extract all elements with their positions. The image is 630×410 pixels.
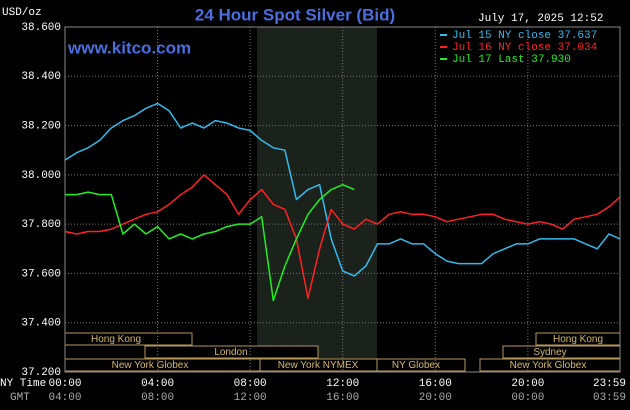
gmt-tick-label: 04:00: [48, 392, 81, 404]
series-line: [64, 102, 621, 277]
y-tick-label: 37.200: [21, 367, 61, 379]
watermark: www.kitco.com: [67, 38, 191, 57]
series-line: [65, 183, 355, 302]
y-tick-label: 38.400: [21, 71, 61, 83]
gmt-tick-label: 16:00: [326, 392, 359, 404]
y-axis-label: USD/oz: [2, 7, 42, 19]
gmt-tick-label: 08:00: [141, 392, 174, 404]
session-shade: [257, 27, 377, 372]
legend-label: Jul 17 Last 37.930: [452, 54, 571, 66]
x-tick-label: 16:00: [419, 378, 452, 390]
x-tick-label: 08:00: [234, 378, 267, 390]
sessions: Hong Kong London New York Globex New Yor…: [64, 332, 621, 372]
gmt-tick-label: 03:59: [593, 392, 626, 404]
session-label: New York Globex: [510, 360, 587, 371]
x-tick-label: 20:00: [511, 378, 544, 390]
gmt-row-label: GMT: [10, 392, 30, 404]
x-tick-label: 00:00: [48, 378, 81, 390]
gmt-tick-label: 12:00: [234, 392, 267, 404]
session-label: NY Globex: [392, 360, 440, 371]
session-label: Sydney: [533, 347, 566, 358]
chart-title: 24 Hour Spot Silver (Bid): [195, 5, 395, 24]
y-tick-label: 37.400: [21, 318, 61, 330]
session-label: New York NYMEX: [278, 360, 359, 371]
x-tick-label: 23:59: [593, 378, 626, 390]
gmt-tick-label: 00:00: [511, 392, 544, 404]
y-tick-label: 38.200: [21, 120, 61, 132]
timestamp: July 17, 2025 12:52: [478, 13, 603, 25]
session-label: Hong Kong: [91, 334, 141, 345]
x-row-label: NY Time: [0, 378, 46, 390]
y-tick-label: 38.000: [21, 170, 61, 182]
x-tick-label: 12:00: [326, 378, 359, 390]
legend-label: Jul 15 NY close 37.637: [452, 30, 597, 42]
session-box: [144, 345, 319, 359]
y-tick-label: 38.600: [21, 22, 61, 34]
session-box: [376, 358, 466, 372]
x-tick-label: 04:00: [141, 378, 174, 390]
series-line: [64, 174, 621, 299]
plot-frame: [64, 26, 621, 373]
y-tick-label: 37.600: [21, 268, 61, 280]
session-label: London: [214, 347, 247, 358]
session-label: New York Globex: [112, 360, 189, 371]
session-label: Hong Kong: [553, 334, 603, 345]
legend-label: Jul 16 NY close 37.034: [452, 42, 598, 54]
y-tick-label: 37.800: [21, 219, 61, 231]
gmt-tick-label: 20:00: [419, 392, 452, 404]
